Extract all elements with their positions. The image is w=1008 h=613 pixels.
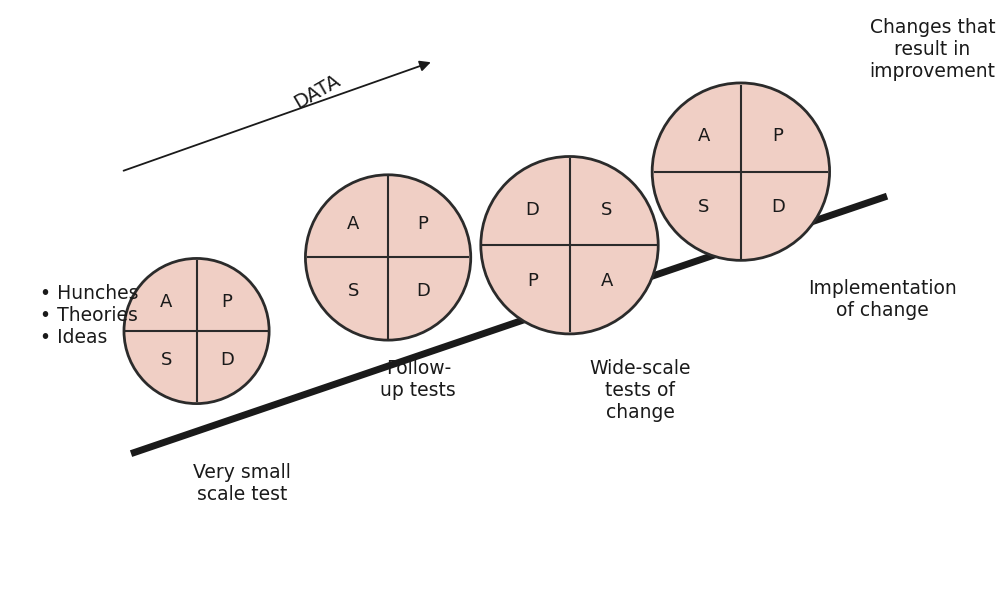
- Text: D: D: [771, 198, 785, 216]
- Text: Changes that
result in
improvement: Changes that result in improvement: [869, 18, 996, 82]
- Ellipse shape: [124, 259, 269, 403]
- Text: Very small
scale test: Very small scale test: [193, 463, 291, 504]
- Ellipse shape: [305, 175, 471, 340]
- Text: S: S: [601, 200, 613, 219]
- Text: Follow-
up tests: Follow- up tests: [380, 359, 457, 400]
- Text: D: D: [220, 351, 234, 369]
- Text: P: P: [417, 215, 428, 234]
- Ellipse shape: [481, 156, 658, 334]
- Text: DATA: DATA: [291, 71, 344, 113]
- Text: P: P: [222, 293, 233, 311]
- Ellipse shape: [652, 83, 830, 261]
- Text: A: A: [601, 272, 613, 290]
- Text: Wide-scale
tests of
change: Wide-scale tests of change: [590, 359, 690, 422]
- Text: D: D: [416, 281, 429, 300]
- Text: Implementation
of change: Implementation of change: [807, 279, 957, 320]
- Text: P: P: [527, 272, 537, 290]
- Text: D: D: [525, 200, 539, 219]
- Text: • Hunches
• Theories
• Ideas: • Hunches • Theories • Ideas: [40, 284, 139, 347]
- Text: S: S: [348, 281, 359, 300]
- Text: A: A: [160, 293, 172, 311]
- Text: P: P: [773, 127, 783, 145]
- Text: A: A: [698, 127, 710, 145]
- Text: A: A: [347, 215, 360, 234]
- Text: S: S: [160, 351, 171, 369]
- Text: S: S: [698, 198, 710, 216]
